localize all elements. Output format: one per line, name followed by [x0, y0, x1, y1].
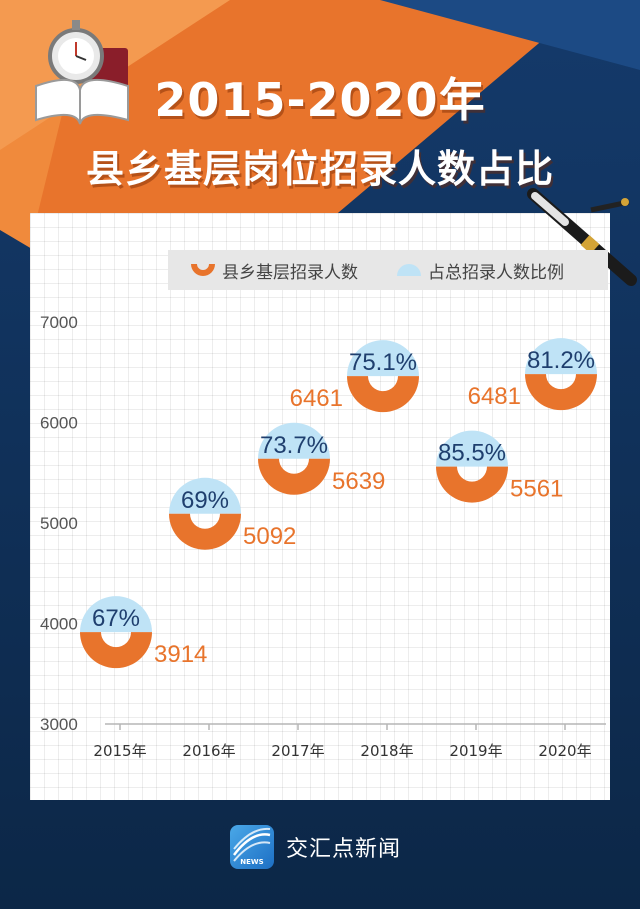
- x-tick-label: 2018年: [360, 742, 413, 760]
- percent-semicircle: [525, 338, 597, 375]
- brand: NEWS 交汇点新闻: [230, 824, 401, 870]
- count-data-label: 6481: [468, 383, 521, 410]
- count-data-label: 5561: [510, 476, 563, 503]
- percent-semicircle: [258, 422, 330, 459]
- y-tick-label: 4000: [40, 615, 78, 634]
- stopwatch-book-icon: [35, 20, 129, 125]
- legend-item-count: 县乡基层招录人数: [190, 258, 358, 283]
- count-half-ring: [169, 513, 241, 550]
- x-tick-label: 2019年: [449, 742, 502, 760]
- y-tick-label: 3000: [40, 715, 78, 734]
- brand-logo-icon: NEWS: [230, 825, 274, 869]
- count-data-label: 5639: [332, 468, 385, 495]
- count-half-ring: [525, 374, 597, 411]
- percent-semicircle: [169, 477, 241, 514]
- y-tick-label: 5000: [40, 514, 78, 533]
- percent-semicircle: [436, 430, 508, 467]
- percent-data-label: 75.1%: [349, 349, 417, 376]
- x-tick-label: 2017年: [271, 742, 324, 760]
- y-tick-label: 7000: [40, 313, 78, 332]
- count-data-label: 6461: [290, 385, 343, 412]
- count-half-ring: [80, 632, 152, 669]
- blue-semicircle-icon: [397, 264, 421, 276]
- percent-data-label: 67%: [92, 605, 140, 632]
- percent-semicircle: [80, 596, 152, 633]
- x-tick-label: 2015年: [93, 742, 146, 760]
- fountain-pen-icon: [527, 188, 637, 286]
- percent-data-label: 85.5%: [438, 440, 506, 467]
- legend-label-percent: 占总招录人数比例: [428, 262, 564, 283]
- percent-data-label: 69%: [181, 487, 229, 514]
- percent-data-label: 81.2%: [527, 347, 595, 374]
- count-half-ring: [258, 458, 330, 495]
- brand-name: 交汇点新闻: [286, 837, 402, 862]
- legend-item-percent: 占总招录人数比例: [396, 258, 564, 283]
- page-title-main: 县乡基层岗位招录人数占比: [85, 147, 554, 191]
- percent-data-label: 73.7%: [260, 432, 328, 459]
- orange-ring-icon: [191, 264, 215, 276]
- page-title-year-range: 2015-2020年: [154, 73, 486, 127]
- y-tick-label: 6000: [40, 414, 78, 433]
- x-tick-label: 2020年: [538, 742, 591, 760]
- legend: [168, 250, 608, 290]
- brand-logo-text: NEWS: [240, 858, 264, 866]
- count-data-label: 5092: [243, 523, 296, 550]
- percent-semicircle: [347, 340, 419, 377]
- count-half-ring: [347, 376, 419, 413]
- count-half-ring: [436, 466, 508, 503]
- chart-panel: [30, 213, 610, 800]
- legend-label-count: 县乡基层招录人数: [222, 262, 358, 283]
- x-tick-label: 2016年: [182, 742, 235, 760]
- count-data-label: 3914: [154, 641, 207, 668]
